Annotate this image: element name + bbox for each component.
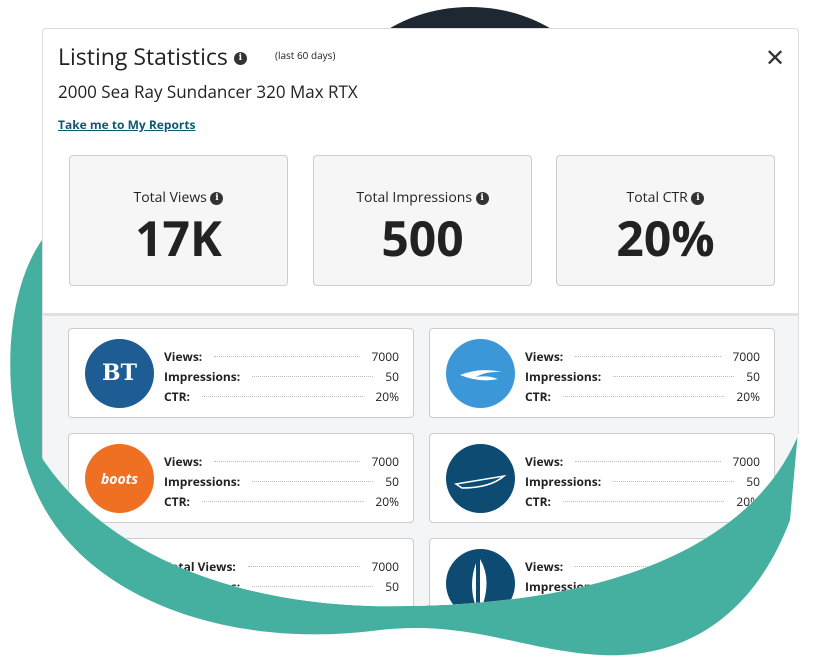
period: (last 60 days) bbox=[275, 48, 336, 62]
stat-row: Impressions: 50 bbox=[164, 471, 399, 491]
stat-label: CTR: bbox=[525, 387, 551, 405]
site-stats: Views: 7000 Impressions: 50 CTR: 20% bbox=[525, 451, 760, 511]
stat-row: CTR: 20% bbox=[164, 491, 399, 511]
stat-value: 20% bbox=[375, 492, 399, 510]
stat-value: 50 bbox=[385, 472, 399, 490]
stat-value: 7000 bbox=[371, 452, 399, 470]
total-label-text: Total CTR bbox=[626, 188, 688, 207]
site-card: Views: 7000 Impressions: 50 CTR: 20% bbox=[429, 433, 775, 523]
stat-row: CTR: 20% bbox=[164, 386, 399, 406]
stat-row: Impressions: 50 bbox=[525, 471, 760, 491]
site-stats: Views: 7000 Impressions: 50 CTR: 20% bbox=[164, 346, 399, 406]
stat-value: 20% bbox=[736, 387, 760, 405]
leader bbox=[252, 376, 373, 377]
stat-label: CTR: bbox=[525, 492, 551, 510]
logo-text: boots bbox=[100, 470, 139, 489]
leader bbox=[575, 461, 720, 462]
total-label-text: Total Views bbox=[133, 188, 207, 207]
logo-icon bbox=[446, 444, 515, 513]
stat-label: CTR: bbox=[164, 492, 190, 510]
stat-label: Impressions: bbox=[164, 367, 241, 385]
stat-row: Impressions: 50 bbox=[164, 366, 399, 386]
leader bbox=[563, 501, 724, 502]
total-label: Total Impressions i bbox=[314, 188, 531, 207]
total-card: Total CTR i 20% bbox=[556, 155, 775, 286]
stat-label: Impressions: bbox=[164, 472, 241, 490]
leader bbox=[202, 396, 363, 397]
stat-row: CTR: 20% bbox=[525, 491, 760, 511]
site-card: boots Views: 7000 Impressions: 50 CTR: 20% bbox=[68, 433, 414, 523]
leader bbox=[202, 501, 363, 502]
close-button[interactable]: ✕ bbox=[765, 41, 786, 74]
leader bbox=[563, 396, 724, 397]
stat-value: 50 bbox=[385, 577, 399, 595]
stat-label: CTR: bbox=[164, 387, 190, 405]
stat-value: 20% bbox=[375, 387, 399, 405]
stats-panel: Listing Statistics i (last 60 days) ✕ 20… bbox=[42, 28, 799, 618]
info-icon: i bbox=[210, 192, 223, 205]
total-card: Total Views i 17K bbox=[69, 155, 288, 286]
stat-value: 50 bbox=[385, 367, 399, 385]
stat-label: Views: bbox=[525, 452, 564, 470]
leader bbox=[613, 376, 734, 377]
stat-value: 7000 bbox=[732, 452, 760, 470]
leader bbox=[214, 461, 359, 462]
stat-label: Views: bbox=[525, 347, 564, 365]
stat-value: 50 bbox=[746, 472, 760, 490]
stat-row: Impressions: 50 bbox=[525, 366, 760, 386]
total-value: 17K bbox=[135, 206, 222, 271]
site-logo bbox=[446, 339, 515, 408]
stat-row: Views: 7000 bbox=[525, 451, 760, 471]
total-label: Total CTR i bbox=[557, 188, 774, 207]
total-label-text: Total Impressions bbox=[356, 188, 472, 207]
stat-value: 7000 bbox=[371, 347, 399, 365]
leader bbox=[252, 481, 373, 482]
site-logo: BT bbox=[85, 339, 154, 408]
info-icon: i bbox=[691, 192, 704, 205]
stat-row: Total Views: 7000 bbox=[164, 556, 399, 576]
site-stats: Views: 7000 Impressions: 50 CTR: 20% bbox=[525, 346, 760, 406]
total-card: Total Impressions i 500 bbox=[313, 155, 532, 286]
logo-text: BT bbox=[102, 360, 137, 386]
site-logo: boots bbox=[85, 444, 154, 513]
site-logo bbox=[446, 444, 515, 513]
stat-row: Views: 7000 bbox=[525, 346, 760, 366]
site-card: Views: 7000 Impressions: 50 CTR: 20% bbox=[429, 328, 775, 418]
info-icon: i bbox=[476, 192, 489, 205]
total-value: 500 bbox=[381, 206, 464, 271]
stat-value: 7000 bbox=[371, 557, 399, 575]
listing-name: 2000 Sea Ray Sundancer 320 Max RTX bbox=[58, 80, 358, 103]
stat-label: Views: bbox=[164, 452, 203, 470]
leader bbox=[613, 481, 734, 482]
stat-row: CTR: 20% bbox=[525, 386, 760, 406]
leader bbox=[248, 566, 360, 567]
panel-title: Listing Statistics i bbox=[58, 40, 247, 72]
total-value: 20% bbox=[616, 206, 715, 271]
leader bbox=[252, 586, 373, 587]
stat-row: Views: 7000 bbox=[164, 451, 399, 471]
site-stats: Views: 7000 Impressions: 50 CTR: 20% bbox=[164, 451, 399, 511]
logo-icon bbox=[446, 549, 515, 618]
stat-row: Views: 7000 bbox=[164, 346, 399, 366]
stat-value: 50 bbox=[746, 367, 760, 385]
site-card: BT Views: 7000 Impressions: 50 CTR: 20% bbox=[68, 328, 414, 418]
stat-value: 7000 bbox=[732, 347, 760, 365]
total-label: Total Views i bbox=[70, 188, 287, 207]
stat-label: Views: bbox=[525, 557, 564, 575]
stat-label: Impressions: bbox=[525, 472, 602, 490]
reports-link[interactable]: Take me to My Reports bbox=[58, 116, 196, 133]
stat-label: Impressions: bbox=[525, 367, 602, 385]
stat-label: Views: bbox=[164, 347, 203, 365]
leader bbox=[575, 356, 720, 357]
logo-icon bbox=[446, 339, 515, 408]
leader bbox=[214, 356, 359, 357]
